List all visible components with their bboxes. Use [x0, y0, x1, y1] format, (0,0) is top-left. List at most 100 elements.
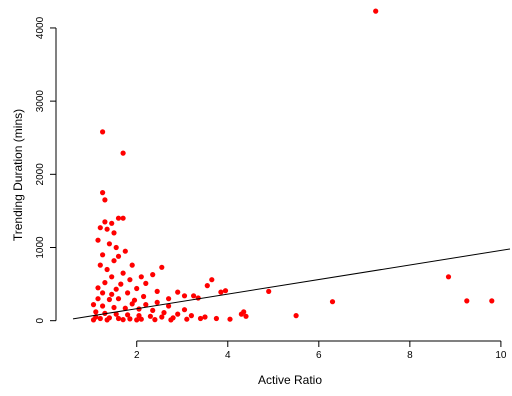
data-point: [111, 230, 117, 236]
data-point: [138, 274, 144, 280]
x-tick-label: 8: [407, 350, 413, 361]
data-point: [104, 226, 110, 232]
data-point: [115, 253, 122, 259]
data-point: [102, 197, 108, 203]
data-point: [95, 285, 101, 291]
data-point: [143, 302, 149, 308]
data-point: [104, 266, 110, 273]
data-point: [100, 129, 106, 135]
x-tick-label: 2: [134, 350, 140, 361]
data-point: [204, 283, 210, 289]
data-point: [113, 311, 119, 317]
data-point: [100, 252, 106, 258]
data-point: [90, 302, 97, 308]
data-point: [127, 277, 133, 283]
data-point: [95, 237, 101, 243]
data-point: [150, 307, 156, 313]
data-point: [100, 303, 106, 309]
data-point: [161, 310, 167, 316]
data-point: [106, 241, 112, 247]
data-point: [109, 274, 115, 280]
data-point: [120, 150, 126, 156]
data-point: [97, 262, 103, 268]
data-point: [209, 277, 215, 283]
data-point: [222, 288, 229, 294]
data-point: [100, 190, 106, 196]
data-point: [118, 281, 124, 287]
x-axis-title: Active Ratio: [258, 373, 322, 387]
y-tick-label: 0: [35, 317, 46, 323]
data-point: [102, 280, 108, 286]
y-tick-label: 3000: [35, 90, 46, 113]
data-point: [95, 296, 101, 302]
data-point: [150, 272, 156, 278]
data-point: [111, 304, 117, 311]
data-point: [106, 296, 112, 303]
data-point: [181, 307, 188, 313]
data-point: [464, 298, 470, 304]
data-point: [184, 316, 190, 322]
data-point: [227, 316, 233, 322]
data-point: [188, 313, 194, 319]
x-tick-label: 10: [495, 350, 507, 361]
data-point: [168, 317, 174, 323]
data-point: [147, 313, 153, 319]
data-point: [293, 313, 299, 319]
data-point: [115, 315, 122, 322]
y-axis-title: Trending Duration (mins): [11, 109, 25, 241]
y-tick-label: 4000: [35, 16, 46, 39]
data-point: [329, 299, 336, 305]
data-point: [97, 315, 103, 322]
data-point: [115, 215, 122, 221]
data-point: [195, 295, 201, 301]
data-point: [141, 293, 147, 300]
data-point: [159, 314, 165, 320]
data-point: [129, 301, 135, 307]
data-point: [445, 274, 452, 280]
x-tick-label: 4: [225, 350, 231, 361]
x-tick-label: 6: [316, 350, 322, 361]
data-point: [125, 290, 131, 296]
y-tick-label: 2000: [35, 163, 46, 186]
data-point: [143, 280, 149, 286]
data-point: [97, 225, 103, 231]
data-point: [113, 244, 119, 251]
data-point: [134, 285, 140, 292]
data-point: [122, 248, 128, 254]
data-point: [181, 293, 188, 299]
data-point: [100, 290, 106, 296]
trend-line: [72, 248, 511, 320]
data-point: [175, 311, 181, 317]
trend-line-group: [72, 248, 511, 320]
data-point: [104, 317, 110, 323]
data-point: [138, 316, 144, 322]
data-point: [120, 317, 126, 323]
x-axis: 2 4 6 8 10: [134, 340, 507, 361]
data-point: [159, 264, 165, 270]
data-point: [90, 317, 97, 323]
data-point: [93, 309, 99, 315]
data-point: [373, 8, 379, 14]
data-point: [111, 258, 117, 264]
data-point: [166, 296, 172, 302]
data-point: [102, 219, 108, 225]
data-point: [113, 286, 119, 292]
data-point: [218, 289, 224, 295]
data-point: [166, 303, 172, 309]
data-point: [243, 313, 249, 319]
data-point: [129, 262, 135, 268]
data-point: [154, 288, 160, 294]
data-points: [90, 8, 495, 323]
y-tick-label: 1000: [35, 236, 46, 259]
data-point: [154, 299, 160, 305]
data-point: [127, 316, 133, 322]
data-point: [191, 293, 197, 299]
data-point: [175, 289, 181, 295]
data-point: [125, 312, 131, 318]
data-point: [122, 305, 128, 311]
data-point: [109, 291, 115, 297]
data-point: [202, 314, 208, 320]
data-point: [115, 296, 122, 302]
